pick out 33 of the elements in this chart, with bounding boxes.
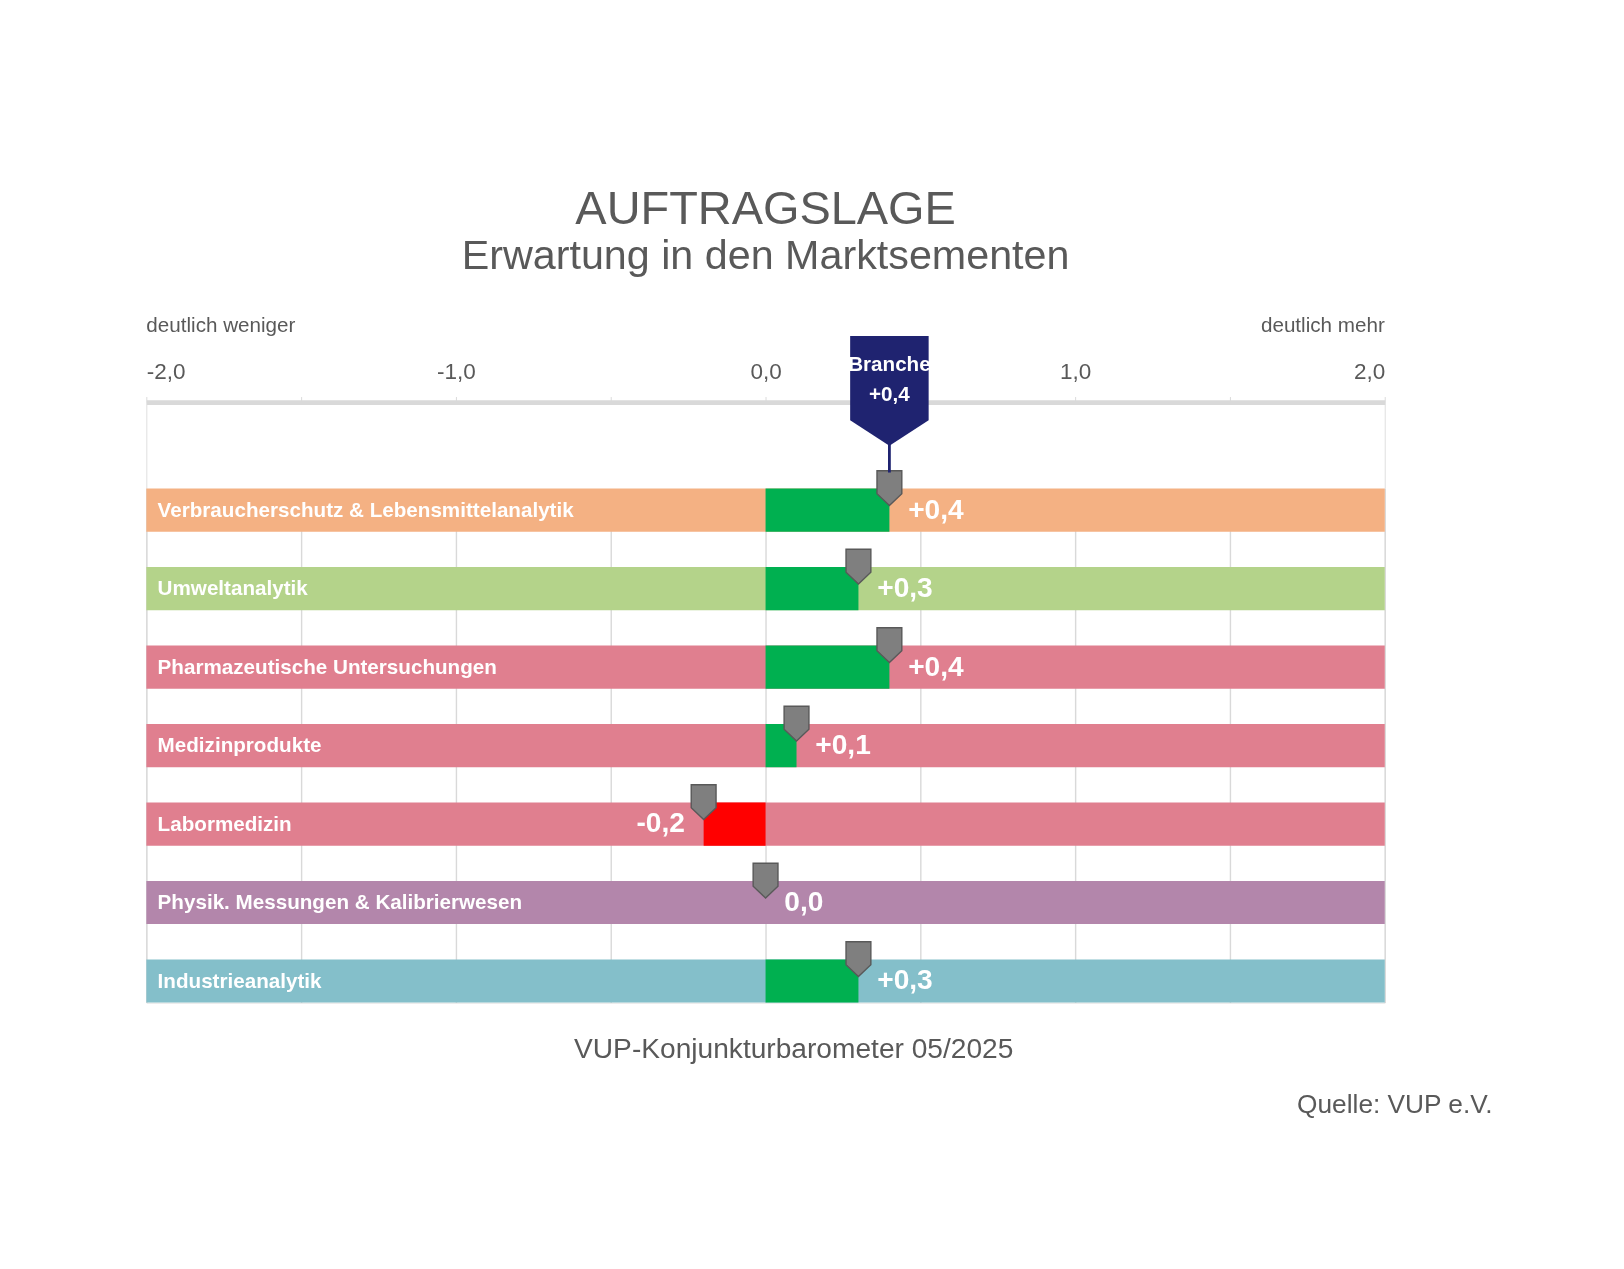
data-label: +0,3 (877, 572, 933, 604)
y-tick-label: Labormedizin (157, 811, 292, 835)
text: deutlich weniger (146, 312, 296, 336)
x-tick-label: 2,0 (1353, 359, 1386, 385)
x-tick-label: -2,0 (146, 359, 186, 385)
source-note: Quelle: VUP e.V. (1297, 1089, 1493, 1120)
chart-title: AUFTRAGSLAGE (575, 181, 956, 234)
data-label: +0,4 (908, 650, 965, 682)
chart-subtitle: Erwartung in den Marktsementen (461, 231, 1070, 278)
data-label: +0,3 (877, 964, 933, 996)
y-tick-label: Verbraucherschutz & Lebensmittelanalytik (157, 497, 575, 521)
data-label: 0,0 (784, 885, 824, 917)
point (876, 627, 903, 664)
text: VUP-Konjunkturbarometer 05/2025 (574, 1032, 1014, 1064)
data-label: +0,1 (815, 729, 871, 760)
text: deutlich mehr (1260, 312, 1385, 336)
point (752, 862, 779, 899)
y-tick-label: Medizinprodukte (157, 733, 322, 757)
y-tick-label: Industrieanalytik (157, 968, 323, 992)
point (876, 470, 903, 507)
data-label: -0,2 (636, 807, 685, 839)
ref-line-label: Branche +0,4 (848, 352, 931, 406)
point (783, 705, 810, 742)
x-tick-label: -1,0 (437, 359, 476, 385)
x-tick-label: 1,0 (1059, 359, 1092, 385)
data-label: +0,4 (908, 493, 965, 525)
point (690, 784, 717, 821)
y-tick-label: Umweltanalytik (157, 576, 309, 600)
y-tick-label: Pharmazeutische Untersuchungen (157, 654, 497, 678)
x-tick-label: 0,0 (750, 359, 782, 385)
point (845, 941, 872, 978)
y-tick-label: Physik. Messungen & Kalibrierwesen (157, 890, 523, 914)
point (845, 548, 872, 585)
